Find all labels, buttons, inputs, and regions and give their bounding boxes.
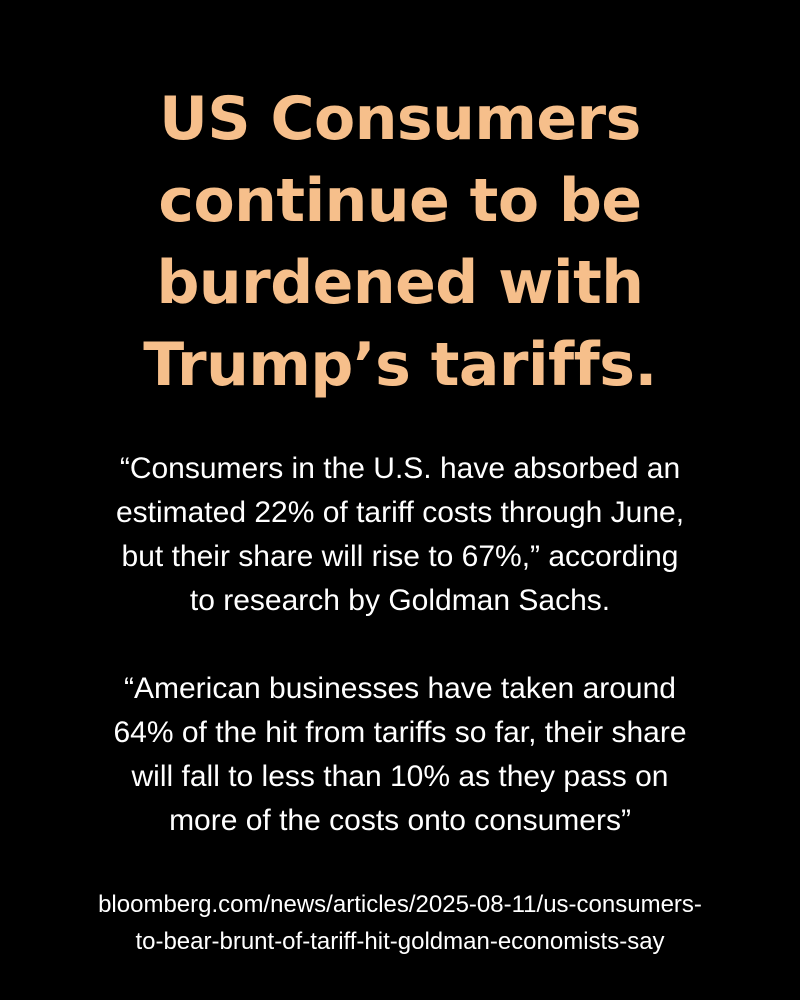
quote-line: more of the costs onto consumers” bbox=[169, 804, 631, 837]
quote-line: 64% of the hit from tariffs so far, thei… bbox=[113, 716, 687, 749]
quote-line: estimated 22% of tariff costs through Ju… bbox=[115, 496, 685, 529]
source-url: bloomberg.com/news/articles/2025-08-11/u… bbox=[30, 886, 770, 960]
source-url-line: bloomberg.com/news/articles/2025-08-11/u… bbox=[98, 891, 702, 918]
quote-businesses: “American businesses have taken around 6… bbox=[40, 667, 760, 843]
quote-line: but their share will rise to 67%,” accor… bbox=[121, 540, 679, 573]
quote-line: “American businesses have taken around bbox=[124, 672, 676, 705]
headline-line: Trump’s tariffs. bbox=[143, 330, 657, 400]
quote-consumers: “Consumers in the U.S. have absorbed an … bbox=[40, 447, 760, 623]
headline: US Consumers continue to be burdened wit… bbox=[40, 78, 760, 406]
headline-line: continue to be bbox=[158, 166, 642, 236]
headline-line: burdened with bbox=[156, 248, 644, 318]
quote-line: “Consumers in the U.S. have absorbed an bbox=[119, 452, 681, 485]
quote-line: will fall to less than 10% as they pass … bbox=[131, 760, 669, 793]
headline-line: US Consumers bbox=[159, 84, 641, 154]
source-url-line: to-bear-brunt-of-tariff-hit-goldman-econ… bbox=[135, 928, 665, 955]
quote-line: to research by Goldman Sachs. bbox=[189, 584, 611, 617]
